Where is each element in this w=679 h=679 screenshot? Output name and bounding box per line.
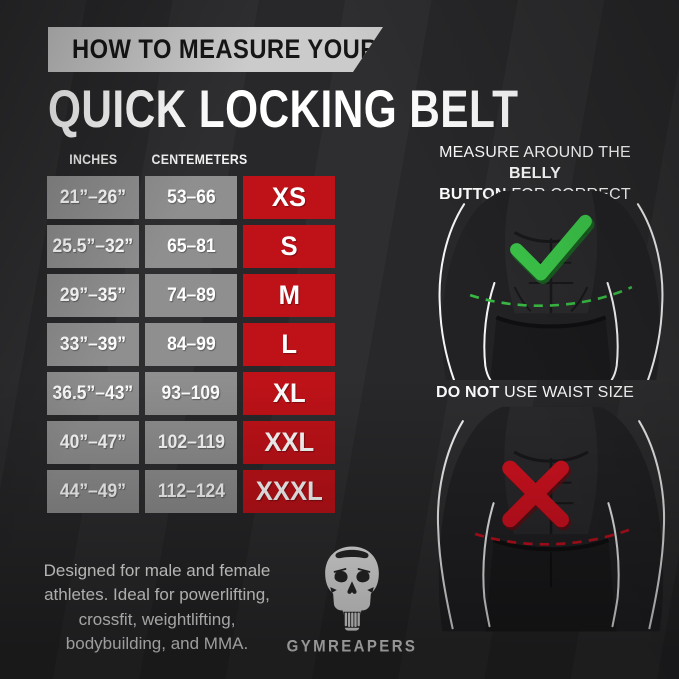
table-cell-size: M <box>243 274 335 317</box>
waist-dashed-line <box>474 528 630 546</box>
arm-outline <box>436 420 666 630</box>
size-table: 21”–26” 53–66 XS 25.5”–32” 65–81 S 29”–3… <box>47 176 335 513</box>
table-cell-inches: 25.5”–32” <box>47 225 139 268</box>
table-cell-size: XXXL <box>243 470 335 513</box>
arm-outline <box>438 203 664 380</box>
table-cell-size: XL <box>243 372 335 415</box>
page-title: QUICK LOCKING BELT <box>48 80 519 139</box>
torso-belly-measure-image <box>438 191 664 380</box>
brand-wordmark: GYMREAPERS <box>286 636 418 657</box>
column-header-centimeters: CENTEMETERS <box>151 151 248 167</box>
table-cell-size: XS <box>243 176 335 219</box>
table-cell-inches: 40”–47” <box>47 421 139 464</box>
table-cell-cm: 102–119 <box>145 421 237 464</box>
table-cell-cm: 112–124 <box>145 470 237 513</box>
table-cell-inches: 21”–26” <box>47 176 139 219</box>
skull-icon <box>325 546 379 631</box>
green-check-icon <box>510 214 592 281</box>
table-cell-size: S <box>243 225 335 268</box>
table-cell-cm: 65–81 <box>145 225 237 268</box>
table-cell-inches: 33”–39” <box>47 323 139 366</box>
table-cell-size: L <box>243 323 335 366</box>
column-header-inches: INCHES <box>68 151 118 167</box>
header-banner: HOW TO MEASURE YOUR <box>48 27 383 72</box>
table-cell-inches: 44”–49” <box>47 470 139 513</box>
banner-text: HOW TO MEASURE YOUR <box>72 34 378 64</box>
table-cell-cm: 84–99 <box>145 323 237 366</box>
brand-logo: GYMREAPERS <box>286 545 418 657</box>
waist-warning: DO NOT USE WAIST SIZE <box>436 384 634 401</box>
table-cell-cm: 93–109 <box>145 372 237 415</box>
product-description: Designed for male and female athletes. I… <box>43 561 271 653</box>
torso-waist-wrong-image <box>436 406 666 632</box>
table-cell-size: XXL <box>243 421 335 464</box>
table-cell-cm: 74–89 <box>145 274 237 317</box>
red-x-icon <box>502 460 569 528</box>
table-cell-inches: 36.5”–43” <box>47 372 139 415</box>
table-cell-inches: 29”–35” <box>47 274 139 317</box>
table-cell-cm: 53–66 <box>145 176 237 219</box>
belly-measure-dashed-line <box>469 285 633 308</box>
